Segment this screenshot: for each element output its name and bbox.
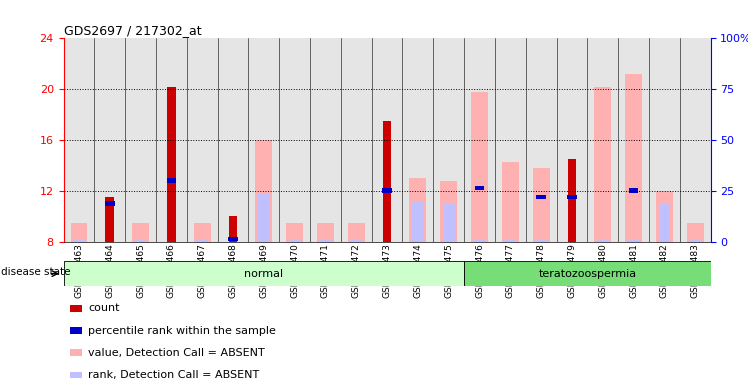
Text: teratozoospermia: teratozoospermia — [539, 268, 637, 279]
Text: value, Detection Call = ABSENT: value, Detection Call = ABSENT — [88, 348, 265, 358]
Bar — [187, 38, 218, 242]
Bar — [229, 217, 237, 242]
Bar — [495, 38, 526, 242]
Bar — [658, 204, 670, 242]
Bar — [289, 239, 301, 242]
Bar — [279, 38, 310, 242]
Bar — [597, 239, 609, 242]
Bar — [218, 38, 248, 242]
Bar — [317, 223, 334, 242]
Bar — [687, 223, 704, 242]
Bar — [70, 223, 88, 242]
Bar — [310, 38, 341, 242]
Bar — [70, 349, 82, 356]
Bar — [649, 38, 680, 242]
Bar — [64, 261, 464, 286]
Bar — [625, 74, 642, 242]
Bar — [629, 189, 638, 193]
Bar — [536, 239, 547, 242]
Text: normal: normal — [245, 268, 283, 279]
Text: percentile rank within the sample: percentile rank within the sample — [88, 326, 276, 336]
Bar — [167, 87, 176, 242]
Bar — [132, 223, 149, 242]
Bar — [533, 168, 550, 242]
Bar — [135, 239, 147, 242]
Bar — [443, 204, 455, 242]
Bar — [595, 87, 611, 242]
Bar — [70, 305, 82, 312]
Bar — [194, 223, 211, 242]
Bar — [536, 195, 546, 199]
Bar — [372, 38, 402, 242]
Bar — [502, 162, 519, 242]
Bar — [70, 327, 82, 334]
Bar — [167, 178, 177, 183]
Text: count: count — [88, 303, 120, 313]
Bar — [105, 201, 114, 206]
Bar — [64, 38, 94, 242]
Bar — [464, 261, 711, 286]
Bar — [567, 195, 577, 199]
Bar — [471, 92, 488, 242]
Bar — [94, 38, 125, 242]
Text: disease state: disease state — [1, 267, 71, 277]
Bar — [680, 38, 711, 242]
Bar — [382, 189, 392, 193]
Bar — [475, 186, 484, 190]
Bar — [628, 239, 640, 242]
Bar — [350, 239, 362, 242]
Bar — [383, 121, 391, 242]
Bar — [464, 38, 495, 242]
Bar — [319, 239, 331, 242]
Bar — [690, 239, 701, 242]
Bar — [255, 140, 272, 242]
Bar — [156, 38, 187, 242]
Bar — [526, 38, 557, 242]
Bar — [409, 178, 426, 242]
Bar — [473, 239, 485, 242]
Bar — [348, 223, 365, 242]
Bar — [70, 372, 82, 378]
Text: GDS2697 / 217302_at: GDS2697 / 217302_at — [64, 24, 201, 37]
Bar — [402, 38, 433, 242]
Bar — [286, 223, 303, 242]
Bar — [656, 191, 673, 242]
Bar — [587, 38, 618, 242]
Text: rank, Detection Call = ABSENT: rank, Detection Call = ABSENT — [88, 370, 260, 380]
Bar — [248, 38, 279, 242]
Bar — [73, 239, 85, 242]
Bar — [341, 38, 372, 242]
Bar — [125, 38, 156, 242]
Bar — [197, 239, 208, 242]
Bar — [412, 201, 424, 242]
Bar — [441, 181, 457, 242]
Bar — [557, 38, 587, 242]
Bar — [504, 239, 516, 242]
Bar — [105, 197, 114, 242]
Bar — [228, 237, 238, 241]
Bar — [568, 159, 576, 242]
Bar — [433, 38, 464, 242]
Bar — [618, 38, 649, 242]
Bar — [258, 194, 270, 242]
